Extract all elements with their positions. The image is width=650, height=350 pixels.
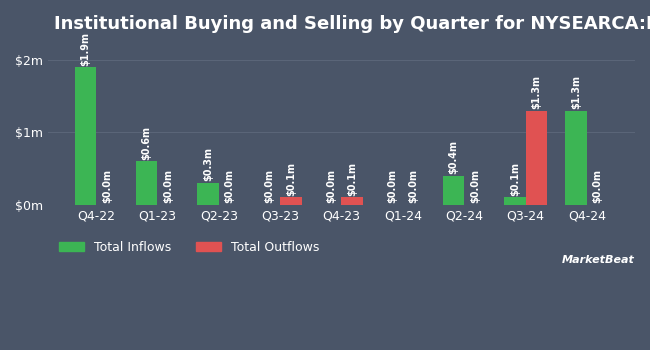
Text: $0.0m: $0.0m	[470, 169, 480, 203]
Text: $0.4m: $0.4m	[448, 140, 458, 174]
Bar	[280, 197, 302, 205]
Text: $0.0m: $0.0m	[224, 169, 235, 203]
Text: $0.1m: $0.1m	[286, 162, 296, 196]
Bar	[443, 176, 464, 205]
Text: $0.0m: $0.0m	[387, 169, 397, 203]
Bar	[566, 111, 587, 205]
Text: $0.0m: $0.0m	[163, 169, 173, 203]
Text: $1.3m: $1.3m	[571, 75, 581, 109]
Text: $0.6m: $0.6m	[142, 126, 151, 160]
Text: MarketBeat: MarketBeat	[562, 255, 635, 265]
Text: Institutional Buying and Selling by Quarter for NYSEARCA:DIEM: Institutional Buying and Selling by Quar…	[54, 15, 650, 33]
Text: $0.0m: $0.0m	[409, 169, 419, 203]
Text: $0.0m: $0.0m	[265, 169, 274, 203]
Legend: Total Inflows, Total Outflows: Total Inflows, Total Outflows	[54, 236, 325, 259]
Bar	[525, 111, 547, 205]
Bar	[75, 67, 96, 205]
Text: $1.3m: $1.3m	[531, 75, 541, 109]
Text: $0.0m: $0.0m	[593, 169, 603, 203]
Bar	[136, 161, 157, 205]
Text: $1.9m: $1.9m	[81, 32, 90, 66]
Text: $0.0m: $0.0m	[102, 169, 112, 203]
Bar	[504, 197, 525, 205]
Text: $0.0m: $0.0m	[326, 169, 336, 203]
Text: $0.1m: $0.1m	[347, 162, 358, 196]
Text: $0.3m: $0.3m	[203, 147, 213, 181]
Bar	[341, 197, 363, 205]
Bar	[198, 183, 219, 205]
Text: $0.1m: $0.1m	[510, 162, 520, 196]
